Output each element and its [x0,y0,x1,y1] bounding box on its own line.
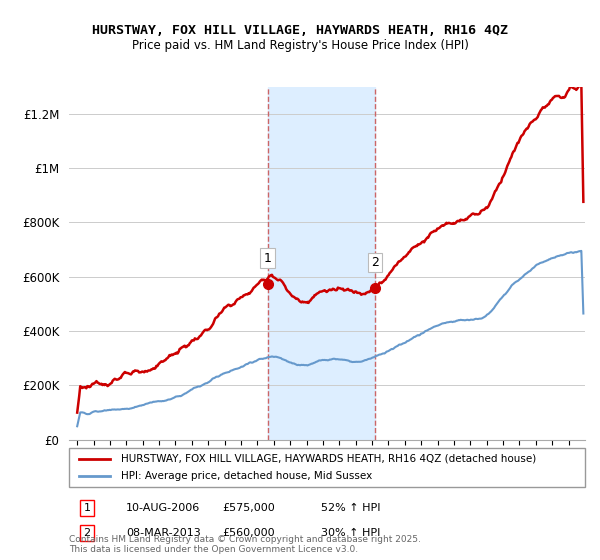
Text: HPI: Average price, detached house, Mid Sussex: HPI: Average price, detached house, Mid … [121,471,372,481]
Text: HURSTWAY, FOX HILL VILLAGE, HAYWARDS HEATH, RH16 4QZ (detached house): HURSTWAY, FOX HILL VILLAGE, HAYWARDS HEA… [121,454,536,464]
FancyBboxPatch shape [69,448,585,487]
Text: HURSTWAY, FOX HILL VILLAGE, HAYWARDS HEATH, RH16 4QZ: HURSTWAY, FOX HILL VILLAGE, HAYWARDS HEA… [92,24,508,36]
Text: 1: 1 [263,251,271,264]
Text: Contains HM Land Registry data © Crown copyright and database right 2025.
This d: Contains HM Land Registry data © Crown c… [69,535,421,554]
Text: Price paid vs. HM Land Registry's House Price Index (HPI): Price paid vs. HM Land Registry's House … [131,39,469,52]
Text: 2: 2 [371,255,379,269]
Text: £560,000: £560,000 [222,528,275,538]
Bar [268,87,375,440]
Text: 2: 2 [83,528,91,538]
Text: 10-AUG-2006: 10-AUG-2006 [126,503,200,513]
Text: 08-MAR-2013: 08-MAR-2013 [126,528,201,538]
Text: 30% ↑ HPI: 30% ↑ HPI [321,528,380,538]
Text: 1: 1 [83,503,91,513]
Text: £575,000: £575,000 [222,503,275,513]
Text: 52% ↑ HPI: 52% ↑ HPI [321,503,380,513]
